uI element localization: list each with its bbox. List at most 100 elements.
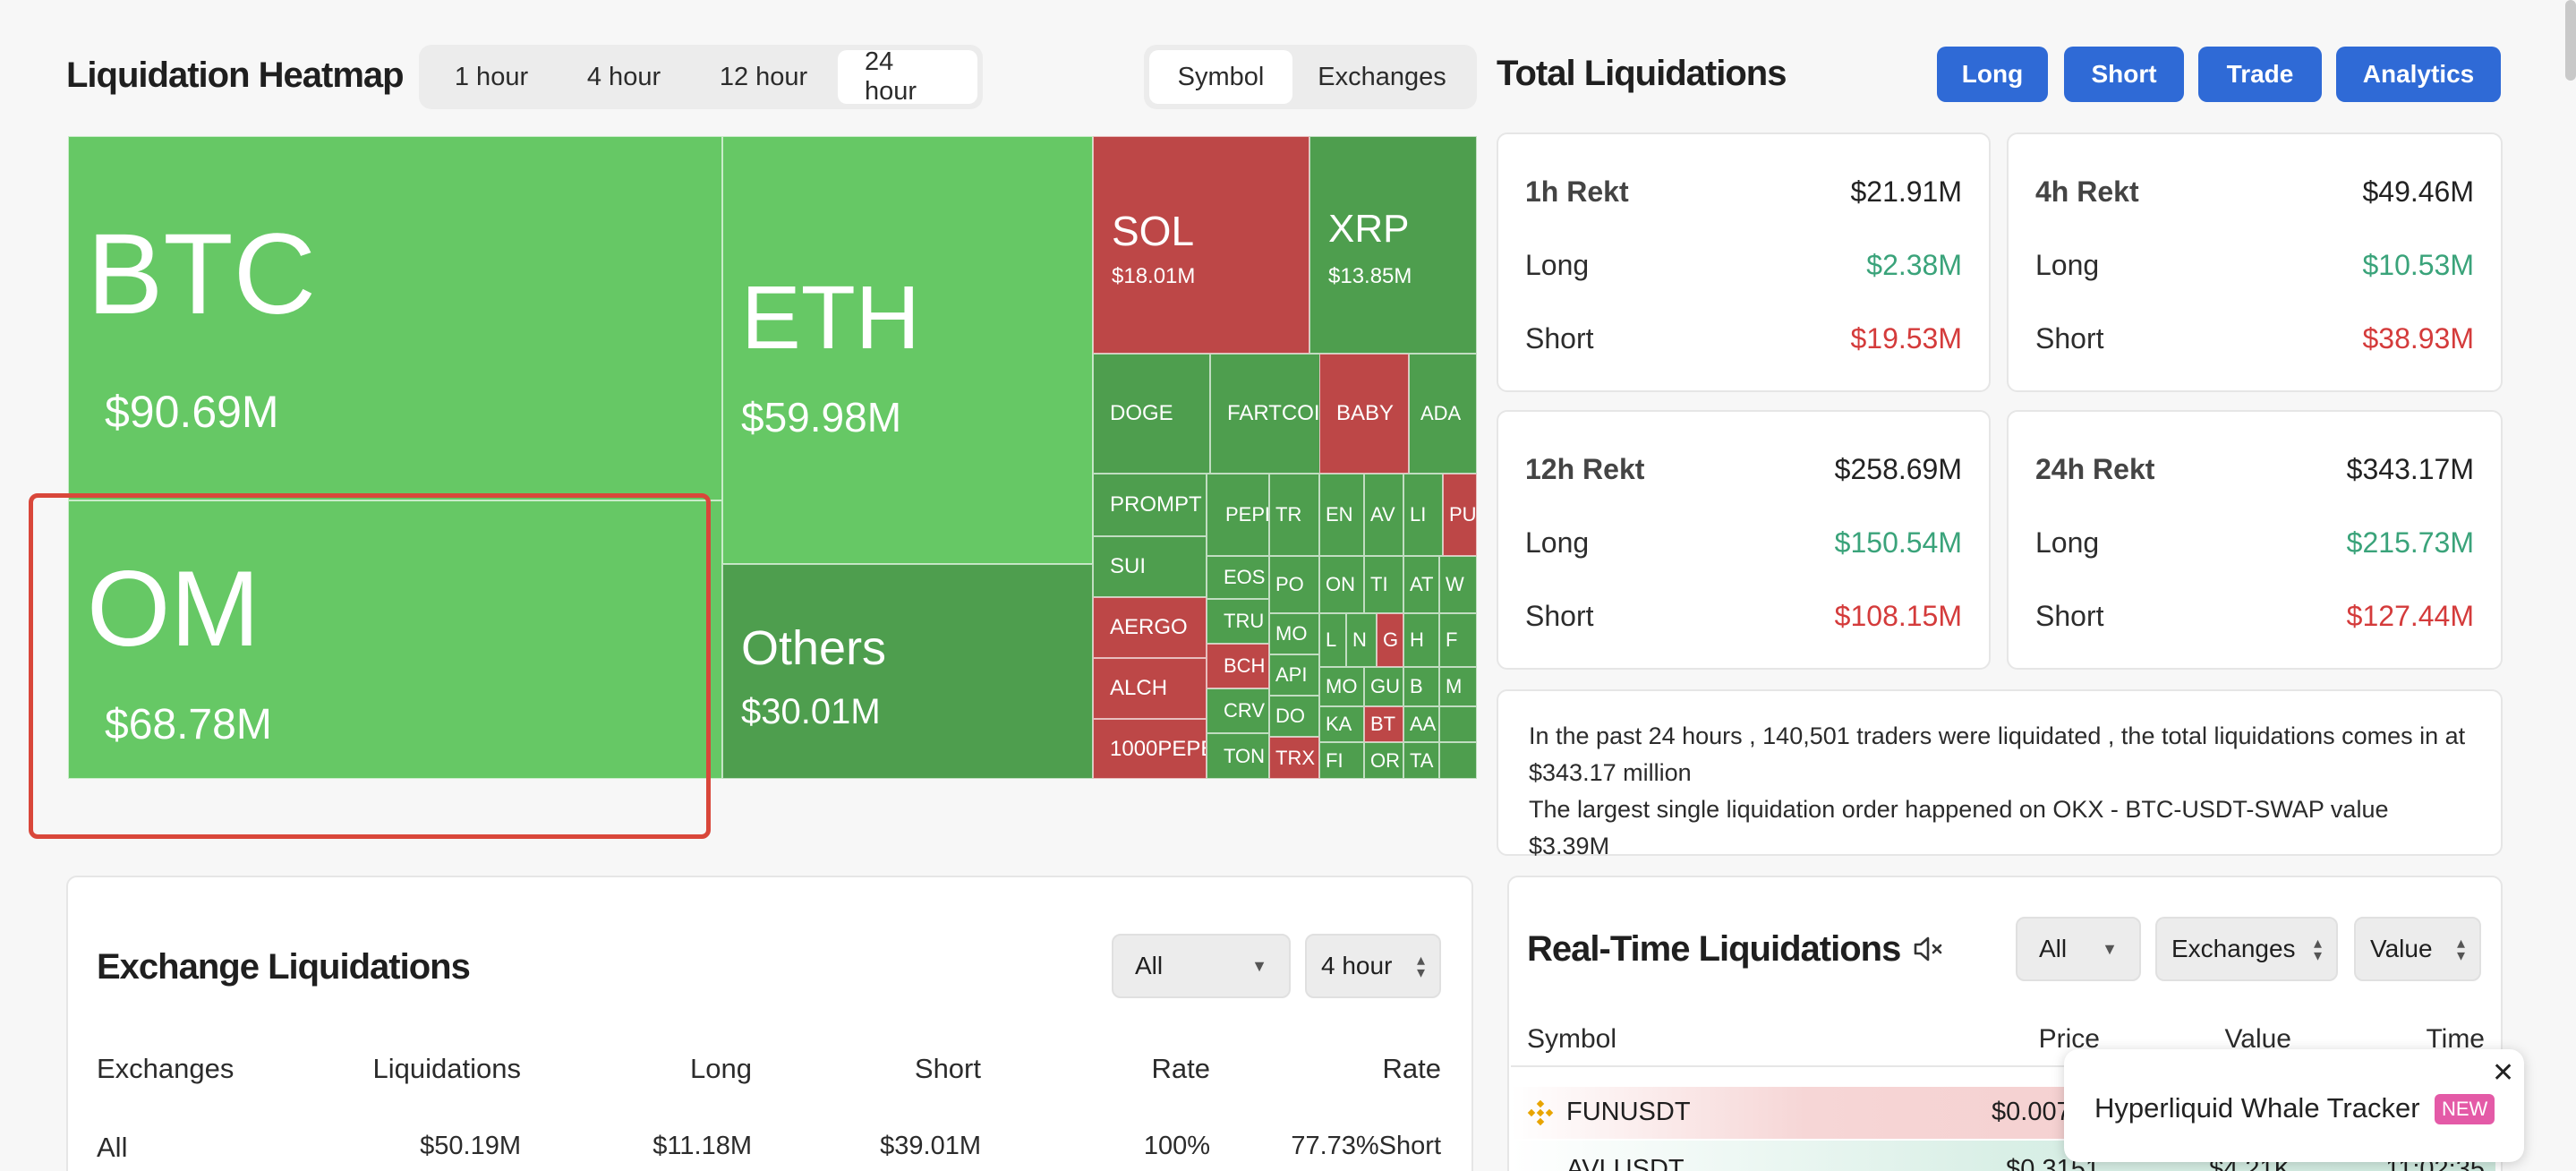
- analytics-button[interactable]: Analytics: [2336, 47, 2501, 102]
- tile-aergo[interactable]: AERGO: [1093, 597, 1207, 658]
- tile-extra-2[interactable]: [1439, 742, 1477, 779]
- tile-alch[interactable]: ALCH: [1093, 658, 1207, 719]
- close-icon[interactable]: ✕: [2492, 1058, 2515, 1088]
- tile-ada[interactable]: ADA: [1409, 354, 1477, 474]
- tile-symbol: PEPE: [1225, 503, 1268, 526]
- caret-down-icon: ▼: [1251, 956, 1267, 975]
- long-label: Long: [1525, 526, 1590, 559]
- short-value: $108.15M: [1834, 600, 1962, 632]
- sort-updown-icon: ▴ ▾: [2456, 934, 2465, 964]
- tile-value: $30.01M: [741, 692, 881, 731]
- exchange-period-select[interactable]: 4 hour ▴ ▾: [1305, 934, 1441, 998]
- tab-1-hour[interactable]: 1 hour: [454, 62, 529, 91]
- tile-or[interactable]: OR: [1364, 742, 1403, 779]
- tile-btc[interactable]: BTC $90.69M: [68, 136, 722, 500]
- tile-ta[interactable]: TA: [1403, 742, 1439, 779]
- new-badge: NEW: [2435, 1094, 2495, 1124]
- short-button[interactable]: Short: [2064, 47, 2184, 102]
- tile-symbol: EOS: [1224, 566, 1266, 588]
- tile-en[interactable]: EN: [1319, 474, 1364, 556]
- tile-symbol: AERGO: [1110, 615, 1188, 639]
- tile-aa[interactable]: AA: [1403, 706, 1439, 742]
- rekt-label: 12h Rekt: [1525, 453, 1645, 485]
- realtime-filter-select[interactable]: All ▼: [2016, 917, 2141, 981]
- tile-bt[interactable]: BT: [1364, 706, 1403, 742]
- tile-mo[interactable]: MO: [1269, 613, 1319, 654]
- tile-eth[interactable]: ETH $59.98M: [722, 136, 1093, 564]
- tile-crv[interactable]: CRV: [1207, 688, 1269, 733]
- col-long: Long: [690, 1053, 752, 1084]
- tile-on[interactable]: ON: [1319, 556, 1364, 613]
- tile-others[interactable]: Others $30.01M: [722, 564, 1093, 779]
- tile-xrp[interactable]: XRP $13.85M: [1309, 136, 1477, 354]
- trade-button[interactable]: Trade: [2198, 47, 2322, 102]
- rekt-total: $343.17M: [2346, 453, 2474, 485]
- tab-12-hour[interactable]: 12 hour: [719, 62, 808, 91]
- tab-symbol[interactable]: Symbol: [1149, 50, 1292, 104]
- tile-m[interactable]: M: [1439, 667, 1477, 706]
- tile-f[interactable]: F: [1439, 613, 1477, 667]
- tab-exchanges[interactable]: Exchanges: [1318, 62, 1446, 91]
- tile-ti[interactable]: TI: [1364, 556, 1403, 613]
- tile-pu[interactable]: PU: [1443, 474, 1477, 556]
- tile-1000pepe[interactable]: 1000PEPE: [1093, 719, 1207, 779]
- tile-tru[interactable]: TRU: [1207, 599, 1269, 644]
- tile-at[interactable]: AT: [1403, 556, 1439, 613]
- tile-symbol: SUI: [1110, 554, 1147, 578]
- tile-ton[interactable]: TON: [1207, 733, 1269, 779]
- tile-symbol: OR: [1370, 748, 1400, 772]
- tile-pepe[interactable]: PEPE: [1207, 474, 1269, 556]
- tile-symbol: FI: [1326, 748, 1343, 772]
- tile-b[interactable]: B: [1403, 667, 1439, 706]
- tile-symbol: OM: [87, 549, 260, 669]
- tab-4-hour[interactable]: 4 hour: [586, 62, 661, 91]
- tile-symbol: GU: [1370, 675, 1400, 697]
- tile-do[interactable]: DO: [1269, 696, 1319, 737]
- tile-eos[interactable]: EOS: [1207, 556, 1269, 599]
- long-value: $215.73M: [2346, 526, 2474, 559]
- tile-symbol: BTC: [87, 210, 316, 338]
- realtime-value-select[interactable]: Value ▴ ▾: [2354, 917, 2481, 981]
- tile-li[interactable]: LI: [1403, 474, 1443, 556]
- tile-h[interactable]: H: [1403, 613, 1439, 667]
- tile-symbol: KA: [1326, 713, 1352, 735]
- tile-symbol: TRU: [1224, 610, 1265, 632]
- tile-n[interactable]: N: [1346, 613, 1377, 667]
- tab-24-hour[interactable]: 24 hour: [838, 47, 977, 106]
- tile-po[interactable]: PO: [1269, 556, 1319, 613]
- tile-mo-2[interactable]: MO: [1319, 667, 1364, 706]
- col-liquidations: Liquidations: [372, 1053, 521, 1084]
- scrollbar-thumb[interactable]: [2565, 0, 2576, 81]
- tile-api[interactable]: API: [1269, 654, 1319, 696]
- tile-g[interactable]: G: [1377, 613, 1403, 667]
- tile-l[interactable]: L: [1319, 613, 1346, 667]
- rekt-total: $49.46M: [2362, 175, 2474, 208]
- tile-symbol: AV: [1370, 503, 1395, 526]
- short-label: Short: [1525, 600, 1594, 632]
- mute-icon[interactable]: [1910, 931, 1946, 967]
- exchange-liquidations-title: Exchange Liquidations: [97, 947, 471, 987]
- tile-sol[interactable]: SOL $18.01M: [1093, 136, 1309, 354]
- tile-trx[interactable]: TRX: [1269, 737, 1319, 779]
- tile-tr[interactable]: TR: [1269, 474, 1319, 556]
- tile-baby[interactable]: BABY: [1319, 354, 1409, 474]
- tile-om[interactable]: OM $68.78M: [68, 500, 722, 779]
- exchange-filter-select[interactable]: All ▼: [1112, 934, 1291, 998]
- tile-prompt[interactable]: PROMPT: [1093, 474, 1207, 536]
- tile-sui[interactable]: SUI: [1093, 536, 1207, 597]
- tile-symbol: N: [1352, 628, 1367, 651]
- tile-extra-1[interactable]: [1439, 706, 1477, 742]
- realtime-exchanges-select[interactable]: Exchanges ▴ ▾: [2155, 917, 2338, 981]
- caret-down-icon: ▼: [2102, 939, 2118, 958]
- whale-tracker-popup[interactable]: Hyperliquid Whale Tracker NEW ✕: [2064, 1049, 2524, 1162]
- tile-doge[interactable]: DOGE: [1093, 354, 1210, 474]
- tile-bch[interactable]: BCH: [1207, 644, 1269, 688]
- tile-av[interactable]: AV: [1364, 474, 1403, 556]
- tile-w[interactable]: W: [1439, 556, 1477, 613]
- exchange-liquidations-card: [66, 876, 1473, 1171]
- tile-fi[interactable]: FI: [1319, 742, 1364, 779]
- tile-gu[interactable]: GU: [1364, 667, 1403, 706]
- long-button[interactable]: Long: [1937, 47, 2048, 102]
- tile-ka[interactable]: KA: [1319, 706, 1364, 742]
- col-exchanges: Exchanges: [97, 1053, 235, 1084]
